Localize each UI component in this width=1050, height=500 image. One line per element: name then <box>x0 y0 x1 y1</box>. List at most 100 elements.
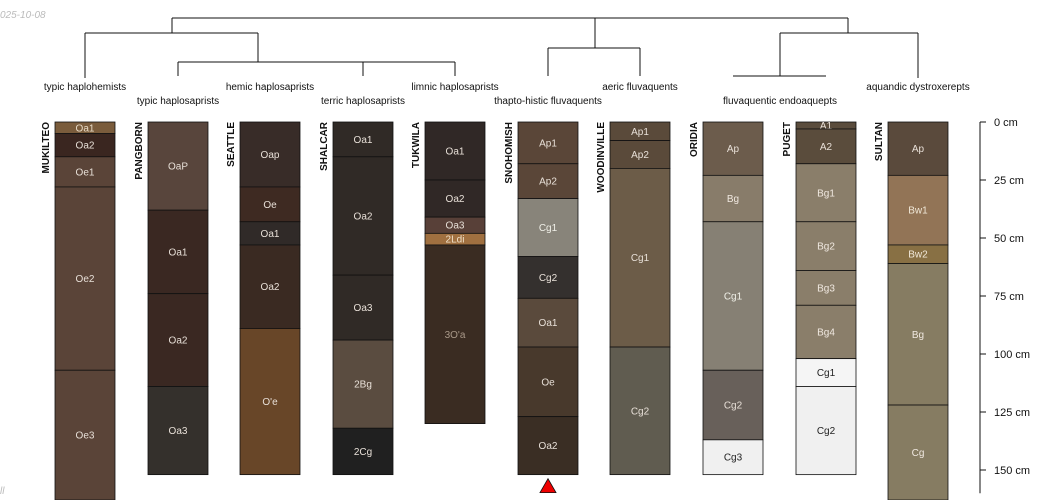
subgroup-label: typic haplohemists <box>44 82 126 93</box>
horizon-block <box>517 256 579 299</box>
subgroup-label: aeric fluvaquents <box>602 82 678 93</box>
soil-profile: Ap1 Ap2 Cg1 Cg2 WOODINVILLE <box>596 121 671 476</box>
horizon-label: Oa3 <box>169 426 188 437</box>
horizon-label: Cg2 <box>817 426 836 437</box>
horizon-block <box>424 179 486 218</box>
horizon-block <box>332 156 394 276</box>
horizon-block <box>517 121 579 165</box>
horizon-label: Oa1 <box>261 229 280 240</box>
depth-tick-label: 125 cm <box>994 407 1030 419</box>
horizon-label: Oa1 <box>76 123 95 134</box>
horizon-block <box>147 121 209 211</box>
depth-tick-label: 50 cm <box>994 233 1024 245</box>
subgroup-label: thapto-histic fluvaquents <box>494 96 602 107</box>
horizon-label: Bg <box>912 330 924 341</box>
horizon-label: Oe3 <box>76 431 95 442</box>
horizon-block <box>517 297 579 348</box>
horizon-block <box>517 416 579 476</box>
horizon-label: Oa3 <box>446 221 465 232</box>
horizon-block <box>517 198 579 257</box>
horizon-block <box>147 209 209 295</box>
soil-profile: OaP Oa1 Oa2 Oa3 PANGBORN <box>134 121 209 476</box>
horizon-label: Cg1 <box>631 253 650 264</box>
horizon-label: Oa2 <box>169 336 188 347</box>
horizon-label: 3O'a <box>445 330 466 341</box>
horizon-block <box>795 358 857 387</box>
subgroup-label: terric haplosaprists <box>321 96 405 107</box>
horizon-label: Ap2 <box>631 150 649 161</box>
horizon-block <box>795 270 857 306</box>
horizon-label: Bg2 <box>817 242 835 253</box>
soil-profile: Oap Oe Oa1 Oa2 O'e SEATTLE <box>226 121 301 476</box>
horizon-label: Bg4 <box>817 327 835 338</box>
horizon-block <box>702 369 764 441</box>
horizon-label: Bg1 <box>817 188 835 199</box>
profile-name: TUKWILA <box>411 122 422 168</box>
soil-profile: Ap1 Ap2 Cg1 Cg2 Oa1 Oe Oa2 SNOHOMISH <box>504 121 579 494</box>
horizon-block <box>54 369 116 500</box>
subgroup-label: aquandic dystroxerepts <box>866 82 969 93</box>
horizon-label: Oa2 <box>261 282 280 293</box>
horizon-label: Cg1 <box>817 368 836 379</box>
horizon-block <box>795 163 857 223</box>
soil-profile: A1 A2 Bg1 Bg2 Bg3 Bg4 Cg1 Cg2 PUGET <box>782 121 857 476</box>
horizon-label: Bg <box>727 194 739 205</box>
horizon-label: O'e <box>262 397 278 408</box>
horizon-block <box>795 304 857 360</box>
subgroup-label: hemic haplosaprists <box>226 82 314 93</box>
horizon-label: A2 <box>820 142 833 153</box>
horizon-label: 2Cg <box>354 447 372 458</box>
profile-name: SHALCAR <box>319 121 330 171</box>
horizon-label: Oa3 <box>354 303 373 314</box>
horizon-block <box>424 121 486 181</box>
depth-tick-label: 25 cm <box>994 175 1024 187</box>
horizon-block <box>887 121 949 176</box>
horizon-label: Cg3 <box>724 453 743 464</box>
profiles: Oa1 Oa2 Oe1 Oe2 Oe3 MUKILTEO OaP Oa1 Oa2 Oa3 PANGB… <box>41 121 949 500</box>
horizon-label: 2Ldi <box>446 235 465 246</box>
profile-name: PUGET <box>782 122 793 156</box>
profile-name: SEATTLE <box>226 122 237 167</box>
profile-name: ORIDIA <box>689 122 700 157</box>
horizon-label: Cg <box>912 448 925 459</box>
horizon-block <box>147 386 209 476</box>
depth-axis: 0 cm 25 cm 50 cm 75 cm 100 cm 125 cm 150 cm <box>979 117 1030 494</box>
horizon-block <box>332 339 394 429</box>
horizon-label: Oe2 <box>76 274 95 285</box>
corner-date: 025-10-08 <box>0 10 46 21</box>
horizon-block <box>54 156 116 188</box>
horizon-block <box>702 174 764 223</box>
soil-profile: Oa1 Oa2 Oa3 2Ldi 3O'a TUKWILA <box>411 121 486 425</box>
horizon-label: Bw2 <box>908 250 928 261</box>
horizon-label: A1 <box>820 121 833 132</box>
profile-name: SULTAN <box>874 122 885 161</box>
horizon-label: Oa2 <box>539 441 558 452</box>
horizon-label: Ap2 <box>539 177 557 188</box>
horizon-label: Oa1 <box>539 318 558 329</box>
soil-profile: Ap Bw1 Bw2 Bg Cg SULTAN <box>874 121 949 500</box>
triangle-marker-icon <box>539 477 557 494</box>
horizon-label: Oe <box>541 377 555 388</box>
horizon-label: Ap <box>912 144 925 155</box>
horizon-label: Oa2 <box>446 194 465 205</box>
horizon-label: Cg1 <box>724 292 743 303</box>
horizon-label: 2Bg <box>354 380 372 391</box>
horizon-block <box>887 404 949 500</box>
horizon-label: OaP <box>168 162 188 173</box>
profile-name: SNOHOMISH <box>504 122 515 184</box>
horizon-label: Oa2 <box>76 141 95 152</box>
horizon-label: Cg2 <box>631 406 650 417</box>
horizon-block <box>887 263 949 406</box>
horizon-label: Oa2 <box>354 211 373 222</box>
depth-tick-label: 150 cm <box>994 465 1030 477</box>
subgroup-labels: typic haplohemists typic haplosaprists h… <box>44 82 970 107</box>
horizon-block <box>332 427 394 476</box>
horizon-block <box>795 221 857 271</box>
profile-name: WOODINVILLE <box>596 122 607 193</box>
soil-profile: Oa1 Oa2 Oa3 2Bg 2Cg SHALCAR <box>319 121 394 476</box>
horizon-block <box>795 386 857 476</box>
depth-tick-label: 75 cm <box>994 291 1024 303</box>
horizon-block <box>424 244 486 425</box>
horizon-block <box>239 328 301 476</box>
